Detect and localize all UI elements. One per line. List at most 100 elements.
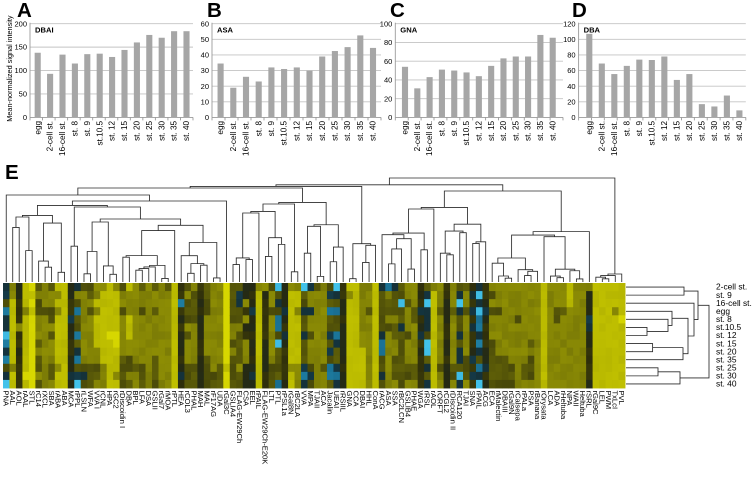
svg-text:LFA: LFA <box>138 391 147 405</box>
svg-text:60: 60 <box>567 66 575 75</box>
svg-text:PSA: PSA <box>526 391 535 407</box>
svg-text:st. 9: st. 9 <box>716 290 732 300</box>
svg-text:PHAE: PHAE <box>410 391 419 412</box>
svg-text:0: 0 <box>571 113 575 122</box>
svg-text:st. 9: st. 9 <box>83 120 92 136</box>
svg-text:2-cell st.: 2-cell st. <box>716 282 747 292</box>
svg-text:st. 20: st. 20 <box>716 346 737 356</box>
svg-text:SBA: SBA <box>47 391 56 407</box>
svg-text:st. 40: st. 40 <box>369 120 378 140</box>
svg-text:VVA I: VVA I <box>92 391 101 409</box>
svg-text:rLSLN: rLSLN <box>79 391 88 413</box>
svg-text:st. 25: st. 25 <box>511 120 520 140</box>
svg-text:st.10.5: st.10.5 <box>716 322 741 332</box>
svg-text:st. 15: st. 15 <box>120 120 129 140</box>
svg-text:st.10.5: st.10.5 <box>280 120 289 145</box>
svg-text:VVA: VVA <box>300 391 309 407</box>
svg-text:GNA: GNA <box>400 26 417 35</box>
svg-text:LCA: LCA <box>546 391 555 407</box>
svg-text:ASA: ASA <box>217 26 234 35</box>
svg-text:rXCL: rXCL <box>40 391 49 408</box>
svg-text:PTL: PTL <box>274 391 283 405</box>
svg-text:UDA: UDA <box>215 391 224 408</box>
svg-text:rHeltuba: rHeltuba <box>559 391 568 420</box>
svg-text:GSLIA4: GSLIA4 <box>228 391 237 418</box>
svg-text:st. 9: st. 9 <box>267 120 276 136</box>
svg-text:MPA: MPA <box>306 391 315 408</box>
svg-text:rGal9N: rGal9N <box>507 391 516 415</box>
svg-text:ACA: ACA <box>319 391 328 408</box>
svg-text:st. 9: st. 9 <box>450 120 459 136</box>
svg-text:MCA: MCA <box>66 391 75 409</box>
svg-text:rCalsepa: rCalsepa <box>513 391 522 422</box>
svg-text:rRSL: rRSL <box>423 391 432 408</box>
svg-text:rCNL: rCNL <box>99 391 108 409</box>
svg-text:st. 20: st. 20 <box>499 120 508 140</box>
svg-text:PHAL: PHAL <box>189 391 198 411</box>
svg-text:DBA: DBA <box>584 26 601 35</box>
svg-text:st. 40: st. 40 <box>716 379 737 389</box>
svg-text:st. 30: st. 30 <box>343 120 352 140</box>
svg-text:rDiscoidin II: rDiscoidin II <box>449 391 458 431</box>
svg-text:rOrysata: rOrysata <box>539 391 548 421</box>
svg-text:GSLII: GSLII <box>151 391 160 410</box>
svg-text:MAH: MAH <box>196 391 205 408</box>
svg-text:16-cell st.: 16-cell st. <box>242 121 251 156</box>
svg-text:st. 12: st. 12 <box>108 120 117 140</box>
svg-text:rGal8N: rGal8N <box>287 391 296 415</box>
svg-text:st. 8: st. 8 <box>716 314 732 324</box>
svg-text:2-cell st.: 2-cell st. <box>229 121 238 151</box>
svg-text:TxLcI: TxLcI <box>611 391 620 410</box>
svg-text:2-cell st.: 2-cell st. <box>413 121 422 151</box>
svg-text:rPPL: rPPL <box>73 391 82 408</box>
svg-text:st. 30: st. 30 <box>524 120 533 140</box>
svg-text:st. 15: st. 15 <box>305 120 314 140</box>
svg-text:rAAL: rAAL <box>21 391 30 408</box>
svg-text:DBAIII: DBAIII <box>500 391 509 413</box>
svg-text:HHL: HHL <box>364 391 373 406</box>
svg-text:2-cell st.: 2-cell st. <box>46 121 55 151</box>
svg-text:st. 35: st. 35 <box>716 354 737 364</box>
svg-text:st. 12: st. 12 <box>716 330 737 340</box>
svg-text:Mean-normalized signal intensi: Mean-normalized signal intensity <box>5 15 14 122</box>
svg-text:30: 30 <box>201 66 209 75</box>
svg-text:MAL: MAL <box>202 391 211 407</box>
svg-text:ABA: ABA <box>60 391 69 407</box>
svg-text:10: 10 <box>201 97 209 106</box>
svg-text:120: 120 <box>563 19 576 28</box>
svg-text:PVL: PVL <box>617 391 626 405</box>
svg-text:st. 35: st. 35 <box>170 120 179 140</box>
svg-text:ECA: ECA <box>487 391 496 408</box>
svg-text:80: 80 <box>384 38 392 47</box>
svg-text:WAII: WAII <box>572 391 581 407</box>
svg-text:egg: egg <box>401 120 410 134</box>
svg-text:LTL: LTL <box>267 391 276 404</box>
svg-text:40: 40 <box>567 82 575 91</box>
svg-text:20: 20 <box>201 82 209 91</box>
svg-text:FLAG-EW29Ch-E20K: FLAG-EW29Ch-E20K <box>261 391 270 465</box>
svg-text:rPAIL: rPAIL <box>475 391 484 409</box>
svg-text:CSA: CSA <box>241 391 250 408</box>
svg-text:rSRL: rSRL <box>585 391 594 408</box>
svg-text:st. 25: st. 25 <box>145 120 154 140</box>
svg-text:st. 8: st. 8 <box>438 120 447 136</box>
svg-text:rAOL: rAOL <box>429 391 438 409</box>
svg-text:st. 40: st. 40 <box>548 120 557 140</box>
svg-text:ASA: ASA <box>384 391 393 407</box>
svg-text:GNA: GNA <box>345 391 354 408</box>
svg-text:st. 12: st. 12 <box>474 120 483 140</box>
svg-text:rBC2LCN: rBC2LCN <box>397 391 406 424</box>
svg-text:DBAI: DBAI <box>358 391 367 409</box>
svg-text:Heltuba: Heltuba <box>578 391 587 418</box>
svg-text:rGC2: rGC2 <box>112 391 121 409</box>
svg-text:rBC2LA: rBC2LA <box>293 391 302 419</box>
svg-text:rPTL: rPTL <box>170 391 179 407</box>
svg-text:100: 100 <box>14 66 27 75</box>
svg-text:st.10.5: st.10.5 <box>95 120 104 145</box>
svg-text:st.10.5: st.10.5 <box>462 120 471 145</box>
svg-text:st. 30: st. 30 <box>716 371 737 381</box>
svg-text:rF17AG: rF17AG <box>209 391 218 418</box>
svg-text:rDiscoidin I: rDiscoidin I <box>118 391 127 429</box>
svg-text:rBanana: rBanana <box>533 391 542 420</box>
svg-text:st. 25: st. 25 <box>716 363 737 373</box>
